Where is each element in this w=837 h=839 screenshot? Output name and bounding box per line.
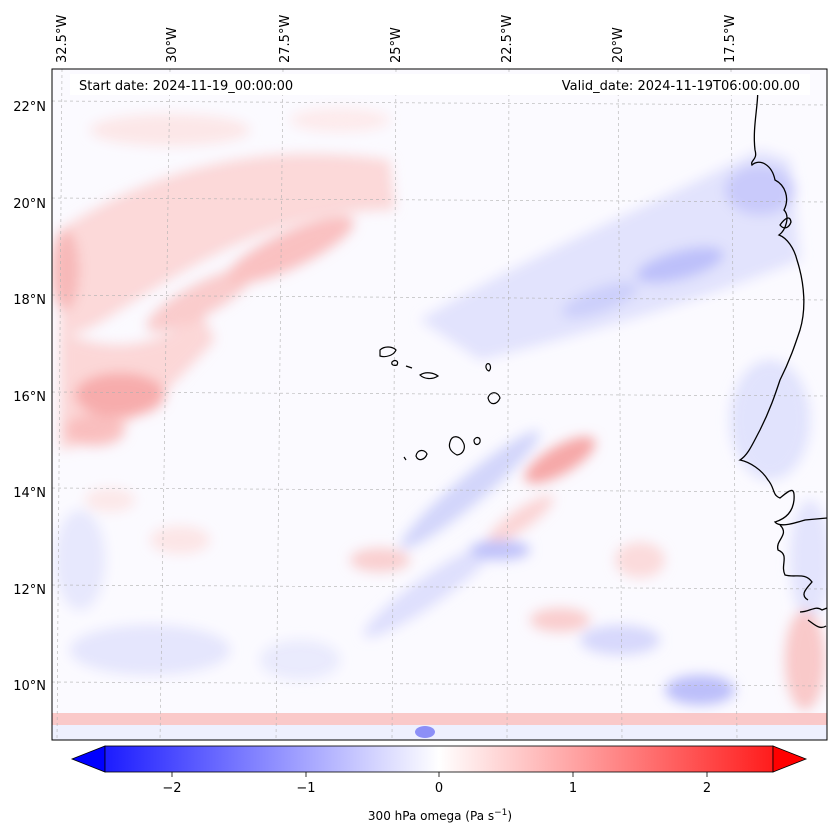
lon-label: 22.5°W — [500, 15, 515, 63]
colorbar-bar — [104, 745, 774, 773]
lat-label: 22°N — [13, 100, 46, 115]
colorbar-tick: −2 — [162, 781, 181, 796]
colorbar: −2 −1 0 1 2 300 hPa omega (Pa s−1) — [70, 745, 808, 823]
colorbar-extend-low — [70, 745, 106, 773]
coastlines — [738, 83, 827, 629]
valid-date-label: Valid_date: 2024-11-19T06:00:00.00 — [562, 79, 800, 94]
lon-label: 25°W — [389, 27, 404, 63]
colorbar-tick: 2 — [703, 781, 711, 796]
lon-label: 30°W — [165, 27, 180, 63]
lat-label: 12°N — [13, 583, 46, 598]
map-frame — [51, 68, 828, 741]
lon-label: 27.5°W — [278, 15, 293, 63]
header-background — [70, 74, 810, 95]
colorbar-tick: −1 — [296, 781, 315, 796]
longitude-labels: 32.5°W 30°W 27.5°W 25°W 22.5°W 20°W 17.5… — [55, 15, 738, 63]
start-date-label: Start date: 2024-11-19_00:00:00 — [79, 79, 293, 94]
lon-label: 17.5°W — [723, 15, 738, 63]
graticule — [52, 69, 827, 740]
africa-coastline — [738, 83, 827, 526]
lat-label: 14°N — [13, 486, 46, 501]
lat-label: 16°N — [13, 390, 46, 405]
colorbar-label: 300 hPa omega (Pa s−1) — [368, 808, 512, 823]
lat-label: 20°N — [13, 197, 46, 212]
colorbar-extend-high — [772, 745, 808, 773]
lon-label: 20°W — [611, 27, 626, 63]
lon-label: 32.5°W — [55, 15, 70, 63]
lat-label: 18°N — [13, 293, 46, 308]
lat-label: 10°N — [13, 679, 46, 694]
colorbar-tick: 1 — [569, 781, 577, 796]
colorbar-tick: 0 — [435, 781, 443, 796]
cape-verde-islands — [379, 346, 501, 461]
latitude-labels: 22°N 20°N 18°N 16°N 14°N 12°N 10°N — [13, 100, 46, 694]
omega-field — [52, 69, 827, 740]
